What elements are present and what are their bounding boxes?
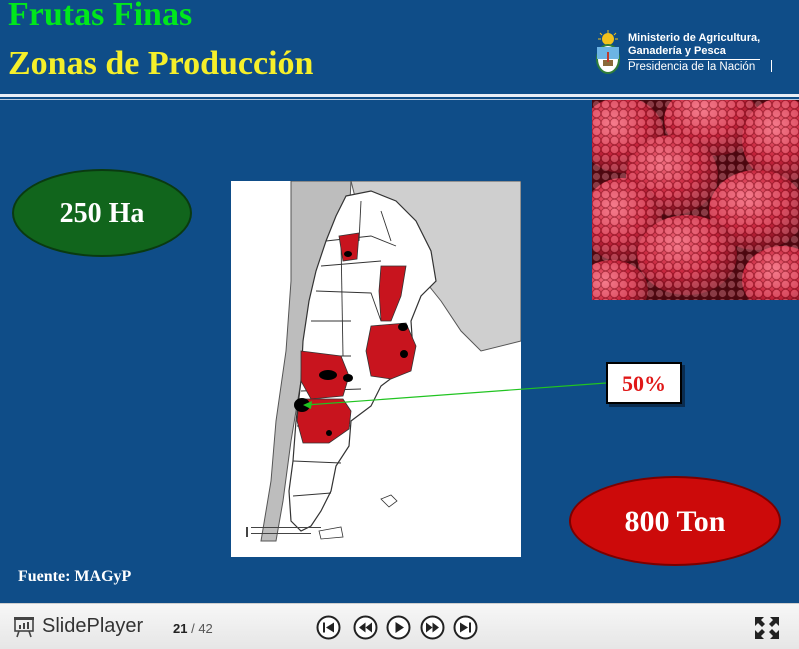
share-label: 50% — [622, 371, 666, 396]
fullscreen-icon[interactable] — [754, 616, 780, 640]
play-icon[interactable] — [386, 615, 411, 640]
next-icon[interactable] — [420, 615, 445, 640]
brand-player: Player — [86, 615, 144, 637]
brand-slide: Slide — [42, 615, 87, 637]
prev-icon[interactable] — [353, 615, 378, 640]
production-label: 800 Ton — [624, 505, 726, 538]
share-callout: 50% — [606, 362, 682, 404]
production-oval: 800 Ton — [569, 476, 781, 566]
area-label: 250 Ha — [59, 198, 145, 229]
area-oval: 250 Ha — [12, 169, 192, 257]
slide-title: Frutas Finas — [8, 0, 193, 33]
source-note: Fuente: MAGyP — [18, 568, 132, 585]
argentina-map — [231, 180, 522, 557]
title-divider-thin — [0, 99, 799, 100]
page-indicator: 21 / 42 — [173, 621, 213, 636]
ministry-logo: Ministerio de Agricultura, Ganadería y P… — [592, 26, 782, 84]
ministry-line-1: Ministerio de Agricultura, — [628, 32, 761, 44]
raspberries-photo — [592, 100, 799, 300]
slideplayer-toolbar: SlidePlayer 21 / 42 — [0, 603, 799, 649]
ministry-line-2: Ganadería y Pesca — [628, 45, 726, 57]
last-icon[interactable] — [453, 615, 478, 640]
coat-of-arms-icon — [596, 30, 620, 74]
slide: Frutas Finas Zonas de Producción Ministe… — [0, 0, 799, 585]
logo-separator — [771, 60, 772, 72]
first-icon[interactable] — [316, 615, 341, 640]
slide-subtitle: Zonas de Producción — [8, 45, 314, 82]
title-divider — [0, 94, 799, 97]
slideplayer-brand[interactable]: SlidePlayer — [42, 615, 143, 638]
ministry-name: Ministerio de Agricultura, Ganadería y P… — [628, 32, 761, 74]
production-zones-map — [246, 180, 522, 542]
presentation-icon — [14, 617, 34, 638]
total-pages: / 42 — [191, 621, 213, 636]
current-page: 21 — [173, 621, 188, 636]
presidency-line: Presidencia de la Nación — [628, 59, 761, 74]
